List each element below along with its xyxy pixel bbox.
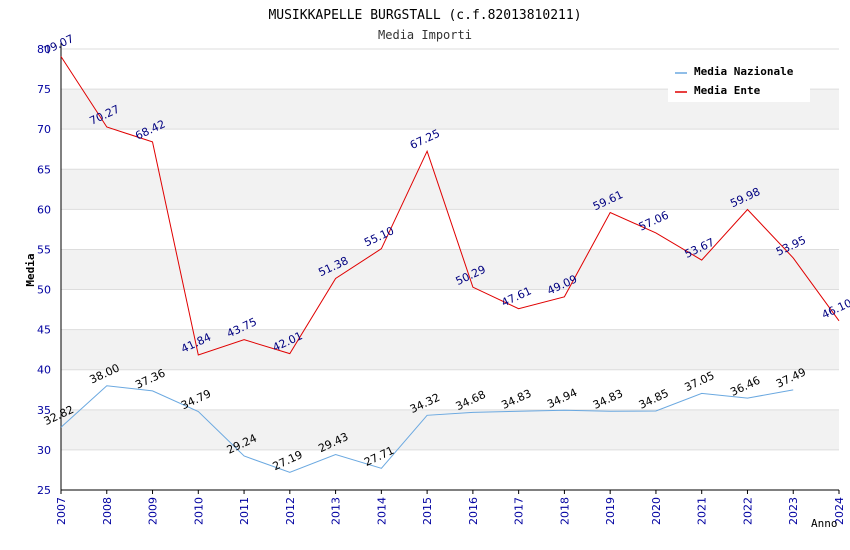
x-tick-label-2014: 2014 [375, 497, 388, 525]
data-label-media-nazionale-2021: 37.05 [682, 369, 716, 394]
y-tick-label-50: 50 [37, 284, 51, 297]
data-label-media-nazionale-2019: 34.83 [591, 387, 625, 412]
legend-box [668, 60, 810, 102]
band-40-45 [61, 329, 839, 370]
y-tick-label-35: 35 [37, 404, 51, 417]
chart-subtitle: Media Importi [378, 28, 472, 42]
x-tick-label-2020: 2020 [650, 497, 663, 525]
legend-label-media-nazionale: Media Nazionale [694, 65, 794, 78]
y-tick-label-25: 25 [37, 484, 51, 497]
x-tick-label-2011: 2011 [238, 497, 251, 525]
y-tick-label-70: 70 [37, 123, 51, 136]
y-tick-label-45: 45 [37, 324, 51, 337]
x-tick-label-2021: 2021 [696, 497, 709, 525]
x-tick-label-2015: 2015 [421, 497, 434, 525]
data-label-media-nazionale-2018: 34.94 [545, 386, 579, 411]
data-label-media-ente-2014: 55.10 [362, 224, 396, 249]
data-label-media-nazionale-2022: 36.46 [728, 374, 762, 399]
y-tick-labels: 25 30 35 40 45 50 55 60 65 70 75 80 [37, 43, 51, 497]
y-tick-label-55: 55 [37, 243, 51, 256]
series-line-media-nazionale [60, 385, 794, 473]
y-tick-label-30: 30 [37, 444, 51, 457]
band-60-65 [61, 169, 839, 210]
series-line-media-ente [60, 56, 840, 356]
data-label-media-nazionale-2009: 37.36 [133, 367, 167, 392]
x-tick-label-2009: 2009 [147, 497, 160, 525]
x-tick-label-2024: 2024 [833, 497, 846, 525]
legend: Media Nazionale Media Ente [668, 60, 810, 102]
y-tick-label-40: 40 [37, 364, 51, 377]
x-tick-label-2010: 2010 [192, 497, 205, 525]
data-label-media-nazionale-2020: 34.85 [637, 387, 671, 412]
x-tick-label-2007: 2007 [55, 497, 68, 525]
data-label-media-nazionale-2012: 27.19 [271, 448, 305, 473]
background-bands [61, 89, 839, 450]
x-tick-label-2008: 2008 [101, 497, 114, 525]
data-label-media-ente-2020: 57.06 [637, 209, 671, 234]
y-tick-label-80: 80 [37, 43, 51, 56]
y-axis-label: Media [24, 253, 37, 286]
x-tick-label-2013: 2013 [330, 497, 343, 525]
x-axis-label: Anno [811, 517, 838, 530]
x-tick-label-2017: 2017 [513, 497, 526, 525]
data-label-media-nazionale-2017: 34.83 [499, 387, 533, 412]
x-tick-label-2018: 2018 [558, 497, 571, 525]
data-label-media-ente-2007: 79.07 [42, 32, 76, 57]
chart-title: MUSIKKAPELLE BURGSTALL (c.f.82013810211) [268, 8, 581, 23]
x-tick-label-2016: 2016 [467, 497, 480, 525]
x-tick-label-2023: 2023 [787, 497, 800, 525]
data-label-media-nazionale-2010: 34.79 [179, 387, 213, 412]
x-tick-label-2019: 2019 [604, 497, 617, 525]
grid-lines [61, 48, 839, 491]
y-tick-label-75: 75 [37, 83, 51, 96]
legend-label-media-ente: Media Ente [694, 84, 761, 97]
band-50-55 [61, 249, 839, 290]
y-tick-label-60: 60 [37, 203, 51, 216]
data-label-media-ente-2015: 67.25 [408, 127, 442, 152]
x-tick-label-2012: 2012 [284, 497, 297, 525]
series-lines [60, 56, 840, 473]
axes [60, 43, 840, 494]
y-tick-label-65: 65 [37, 163, 51, 176]
band-30-35 [61, 409, 839, 450]
x-tick-label-2022: 2022 [741, 497, 754, 525]
x-tick-labels: 2007 2008 2009 2010 2011 2012 2013 2014 2015 2016… [55, 497, 846, 525]
